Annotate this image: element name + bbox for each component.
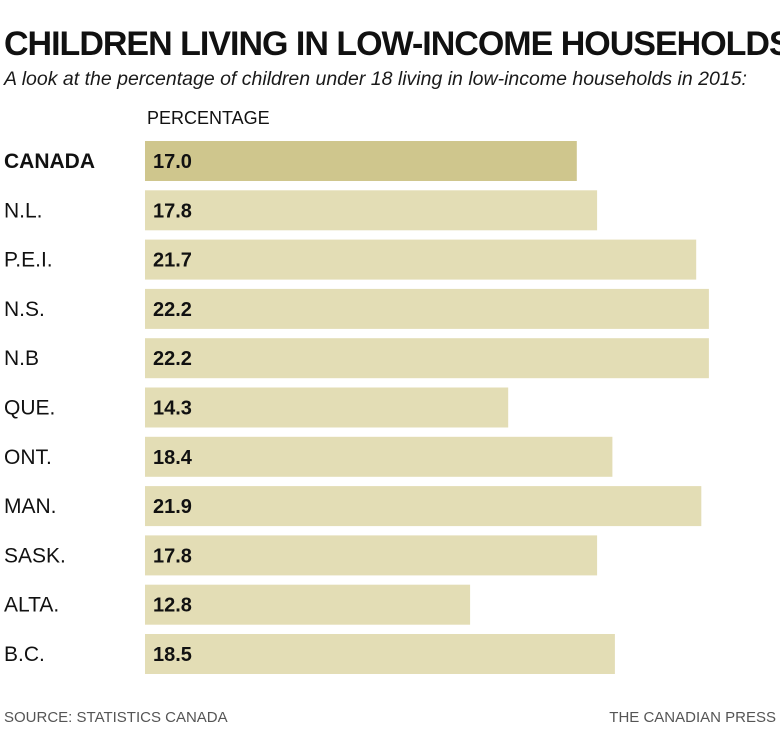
value-label: 22.2	[153, 348, 192, 370]
bar-p-e-i	[145, 239, 697, 280]
bar-canada	[145, 141, 577, 181]
chart-subtitle: A look at the percentage of children und…	[4, 68, 747, 90]
source-note: SOURCE: STATISTICS CANADA	[4, 709, 228, 726]
bar-b-c	[145, 634, 615, 674]
category-label: B.C.	[4, 643, 45, 666]
value-column-header: PERCENTAGE	[147, 108, 270, 128]
bar-ont	[145, 436, 613, 477]
value-label: 17.8	[153, 200, 192, 222]
value-label: 18.5	[153, 644, 192, 666]
value-label: 17.8	[153, 545, 192, 567]
bar-n-s	[145, 288, 709, 329]
credit-note: THE CANADIAN PRESS	[609, 709, 776, 726]
category-label: ALTA.	[4, 594, 59, 617]
value-label: 18.4	[153, 447, 193, 469]
value-label: 21.7	[153, 250, 192, 272]
category-label: N.S.	[4, 298, 45, 321]
category-label: MAN.	[4, 495, 57, 518]
category-label: ONT.	[4, 446, 52, 469]
category-label: SASK.	[4, 544, 66, 567]
value-label: 17.0	[153, 151, 192, 173]
bar-man	[145, 486, 702, 527]
value-label: 21.9	[153, 496, 192, 518]
bar-n-l	[145, 190, 598, 231]
category-label: N.L.	[4, 199, 43, 222]
bar-n-b	[145, 338, 709, 379]
category-label: N.B	[4, 347, 39, 370]
category-label: P.E.I.	[4, 249, 53, 272]
chart-title: CHILDREN LIVING IN LOW-INCOME HOUSEHOLDS	[4, 25, 780, 63]
bar-que	[145, 387, 509, 428]
value-label: 14.3	[153, 398, 192, 420]
bar-alta	[145, 584, 471, 625]
value-label: 22.2	[153, 299, 192, 321]
bar-sask	[145, 535, 598, 576]
category-label: QUE.	[4, 397, 55, 420]
category-label: CANADA	[4, 150, 95, 173]
value-label: 12.8	[153, 595, 192, 617]
